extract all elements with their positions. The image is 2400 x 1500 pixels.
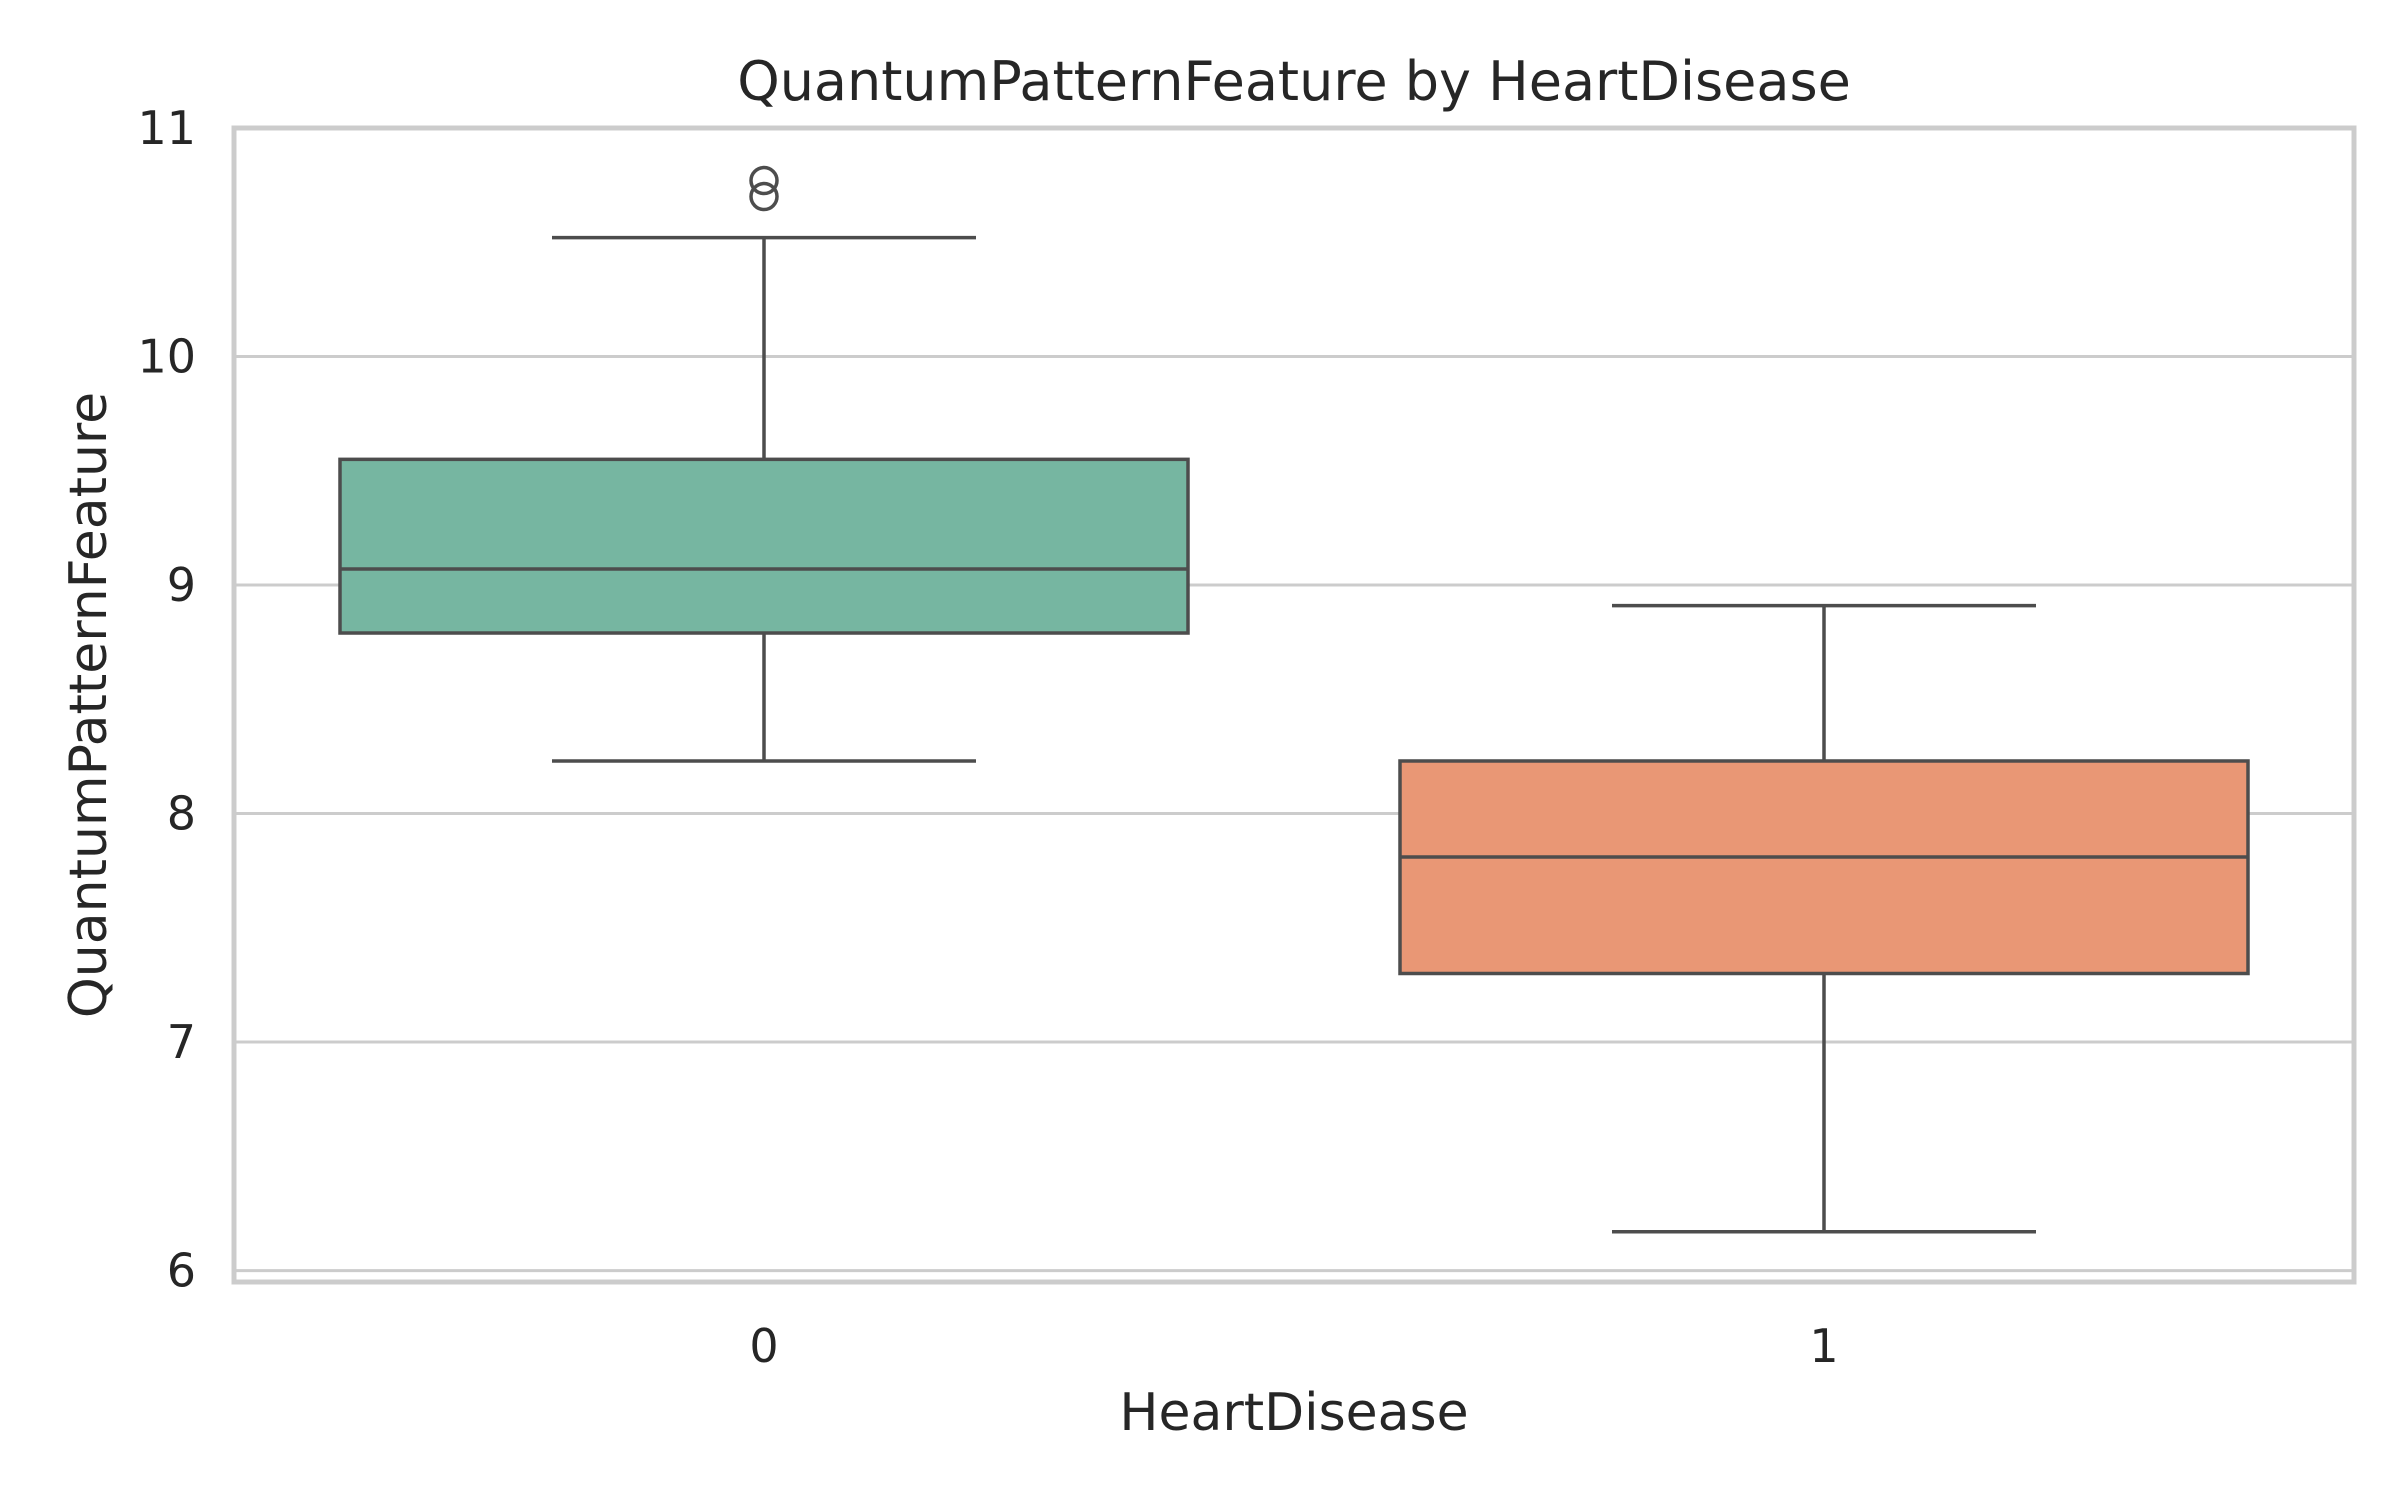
x-axis-label: HeartDisease <box>1119 1383 1468 1443</box>
x-tick-label: 1 <box>1809 1319 1838 1373</box>
iqr-box <box>1398 759 2250 976</box>
y-tick-label: 6 <box>167 1244 196 1298</box>
box-layer <box>338 165 2250 1234</box>
x-tick-label: 0 <box>749 1319 778 1373</box>
y-axis-label: QuantumPatternFeature <box>59 392 119 1018</box>
outlier-point <box>749 181 779 212</box>
iqr-box <box>338 457 1190 635</box>
box-group-0 <box>338 165 1190 763</box>
tick-layer: 6 7 8 9 10 11 0 1 <box>137 101 1838 1373</box>
chart-title: QuantumPatternFeature by HeartDisease <box>737 50 1851 113</box>
outlier-point <box>749 165 779 196</box>
y-tick-label: 11 <box>137 101 196 155</box>
y-tick-label: 10 <box>137 330 196 384</box>
y-tick-label: 7 <box>167 1015 196 1069</box>
y-tick-label: 8 <box>167 787 196 841</box>
box-group-1 <box>1398 603 2250 1234</box>
plot-frame <box>231 125 2357 1285</box>
y-tick-label: 9 <box>167 558 196 612</box>
